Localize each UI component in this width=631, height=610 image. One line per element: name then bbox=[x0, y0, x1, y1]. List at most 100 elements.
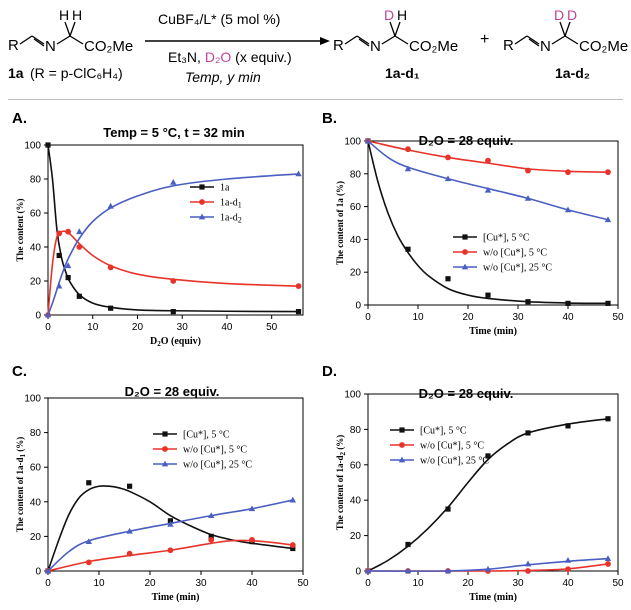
panel-c-series-3-line bbox=[47, 499, 293, 572]
panel-c-xtick-label: 20 bbox=[144, 578, 156, 589]
panel-a-letter: A. bbox=[12, 110, 27, 127]
panel-d-series-3-point bbox=[444, 567, 452, 574]
panel-d-xtick-label: 40 bbox=[562, 578, 574, 589]
panel-b-ylabel: The content of 1a (%) bbox=[335, 181, 345, 265]
panel-d-legend-marker bbox=[398, 456, 406, 463]
panel-a-series-3-point bbox=[76, 228, 83, 235]
panel-a-series-2-line bbox=[47, 230, 299, 316]
panel-c-ytick-label: 40 bbox=[30, 497, 42, 508]
panel-d-ytick-label: 40 bbox=[350, 496, 362, 507]
panel-a-series-2-point bbox=[170, 278, 177, 284]
panel-a-xlabel: D2O (equiv) bbox=[150, 336, 201, 348]
panel-a-ytick-label: 20 bbox=[30, 277, 42, 288]
panel-b-series-2-point bbox=[565, 169, 571, 176]
panel-c-ytick-label: 0 bbox=[35, 567, 41, 578]
panel-d-ytick-label: 100 bbox=[344, 390, 361, 401]
panel-c-series-2-line bbox=[47, 539, 293, 572]
svg-text:D: D bbox=[554, 7, 564, 23]
panel-a-series-2-point bbox=[76, 244, 83, 250]
panel-a-series-1-point bbox=[45, 142, 51, 148]
reaction-scheme: R N H H CO₂Me 1a (R = p-ClC₆H₄) CuBF₄/L*… bbox=[8, 7, 628, 85]
panel-b-xtick-label: 50 bbox=[612, 312, 624, 323]
panel-b-xtick-label: 30 bbox=[512, 312, 524, 323]
panel-b-ytick-label: 40 bbox=[350, 235, 362, 246]
reagent-top: CuBF₄/L* (5 mol %) bbox=[158, 11, 280, 27]
panel-c-xtick-label: 40 bbox=[246, 578, 258, 589]
panel-b-legend-label: w/o [Cu*], 25 °C bbox=[483, 263, 552, 274]
panel-a-series-3-point bbox=[107, 202, 114, 209]
panel-c-series-1 bbox=[45, 480, 296, 574]
panel-d-legend-label: w/o [Cu*], 5 °C bbox=[420, 441, 484, 452]
reactant-h2: H bbox=[72, 7, 82, 23]
svg-text:CO₂Me: CO₂Me bbox=[409, 38, 458, 55]
panel-a-ylabel: The content (%) bbox=[15, 199, 25, 262]
panel-d-series-3 bbox=[364, 555, 612, 574]
panel-b-series-1-point bbox=[405, 246, 411, 252]
panel-b-xlabel: Time (min) bbox=[469, 326, 517, 337]
reaction-conditions: CuBF₄/L* (5 mol %) Et₃N, D₂O (x equiv.) … bbox=[145, 11, 330, 85]
panel-b-series-3-point bbox=[404, 165, 412, 172]
panel-a-series-3-line bbox=[47, 173, 299, 316]
panel-a-ytick-label: 0 bbox=[35, 311, 41, 322]
panel-b-chart: B. D₂O = 28 equiv. 0 10 20 30 40 500204060801… bbox=[322, 110, 624, 337]
panel-c-xtick-label: 0 bbox=[45, 578, 51, 589]
panel-d-series-3-point bbox=[524, 560, 532, 567]
reactant-r-definition: (R = p-ClC₆H₄) bbox=[30, 65, 123, 81]
panel-b-series-3-point bbox=[444, 175, 452, 182]
panel-d-legend: [Cu*], 5 °C w/o [Cu*], 5 °C w/o [Cu*], 25 … bbox=[390, 426, 489, 467]
reagent-mid: Et₃N, D₂O (x equiv.) bbox=[168, 49, 292, 65]
reagent-bottom: Temp, y min bbox=[185, 69, 261, 85]
svg-text:N: N bbox=[370, 38, 381, 55]
panel-c-series-2-point bbox=[208, 536, 215, 543]
panel-d-series-2-point bbox=[565, 566, 571, 573]
panel-a-legend-marker bbox=[199, 199, 205, 205]
panel-a-series-2-point bbox=[65, 228, 72, 235]
panel-a-series-1-point bbox=[170, 309, 176, 315]
panel-c-series-3-point bbox=[208, 512, 215, 519]
panel-c-title: D₂O = 28 equiv. bbox=[125, 384, 220, 399]
product1-label: 1a-d₁ bbox=[385, 65, 420, 81]
panel-a-series-2-point bbox=[295, 283, 302, 289]
panel-b-series-3-point bbox=[364, 137, 372, 144]
reactant-ester: CO₂Me bbox=[84, 38, 133, 55]
panel-c-series-3-point bbox=[248, 505, 256, 512]
panel-d-letter: D. bbox=[322, 363, 337, 380]
panel-a-series-2-point bbox=[107, 264, 114, 271]
product1-structure: R N D H CO₂Me 1a-d₁ bbox=[333, 7, 458, 81]
panel-d-xtick-label: 0 bbox=[365, 578, 371, 589]
panel-b-series-2-point bbox=[485, 157, 491, 164]
panel-b-legend-label: w/o [Cu*], 5 °C bbox=[483, 248, 547, 259]
panel-a-series-3-point bbox=[44, 311, 52, 318]
reactant-structure: R N H H CO₂Me 1a (R = p-ClC₆H₄) bbox=[8, 7, 133, 81]
panel-c-legend-label: [Cu*], 5 °C bbox=[183, 430, 230, 441]
reactant-label: 1a bbox=[8, 65, 24, 81]
panel-c-series-3-point bbox=[44, 567, 52, 574]
panel-a-ytick-label: 60 bbox=[30, 209, 42, 220]
reactant-h1: H bbox=[59, 7, 69, 23]
panel-d-ytick-label: 60 bbox=[350, 460, 362, 471]
panel-a-title: Temp = 5 °C, t = 32 min bbox=[103, 125, 245, 140]
reactant-n: N bbox=[45, 38, 56, 55]
panel-a-ytick-label: 80 bbox=[30, 175, 42, 186]
panel-a-series-1-point bbox=[56, 252, 62, 259]
panel-b-series-3-point bbox=[484, 186, 492, 193]
panel-b-series-3-point bbox=[564, 206, 572, 213]
panel-b-xtick-label: 10 bbox=[412, 312, 424, 323]
panel-c-xlabel: Time (min) bbox=[152, 592, 200, 603]
panel-d-legend-label: w/o [Cu*], 25 °C bbox=[420, 456, 489, 467]
panel-a-series-2 bbox=[45, 228, 302, 318]
panel-b-legend-label: [Cu*], 5 °C bbox=[483, 233, 530, 244]
panel-a-xtick-label: 0 bbox=[45, 322, 51, 333]
panel-d-xtick-label: 10 bbox=[412, 578, 424, 589]
panel-d-series-1-point bbox=[405, 541, 411, 548]
panel-d-legend-label: [Cu*], 5 °C bbox=[420, 426, 467, 437]
panel-c-xtick-label: 50 bbox=[297, 578, 309, 589]
panel-d-series-1-point bbox=[485, 453, 491, 459]
panel-c-series-1-point bbox=[127, 483, 133, 489]
panel-d-ytick-label: 0 bbox=[355, 567, 361, 578]
panel-b-xtick-label: 40 bbox=[562, 312, 574, 323]
panel-d-xtick-label: 20 bbox=[462, 578, 474, 589]
panel-a-xtick-label: 40 bbox=[221, 322, 233, 333]
panel-a-series-3-point bbox=[55, 282, 63, 289]
panel-b-ytick-label: 20 bbox=[350, 268, 362, 279]
